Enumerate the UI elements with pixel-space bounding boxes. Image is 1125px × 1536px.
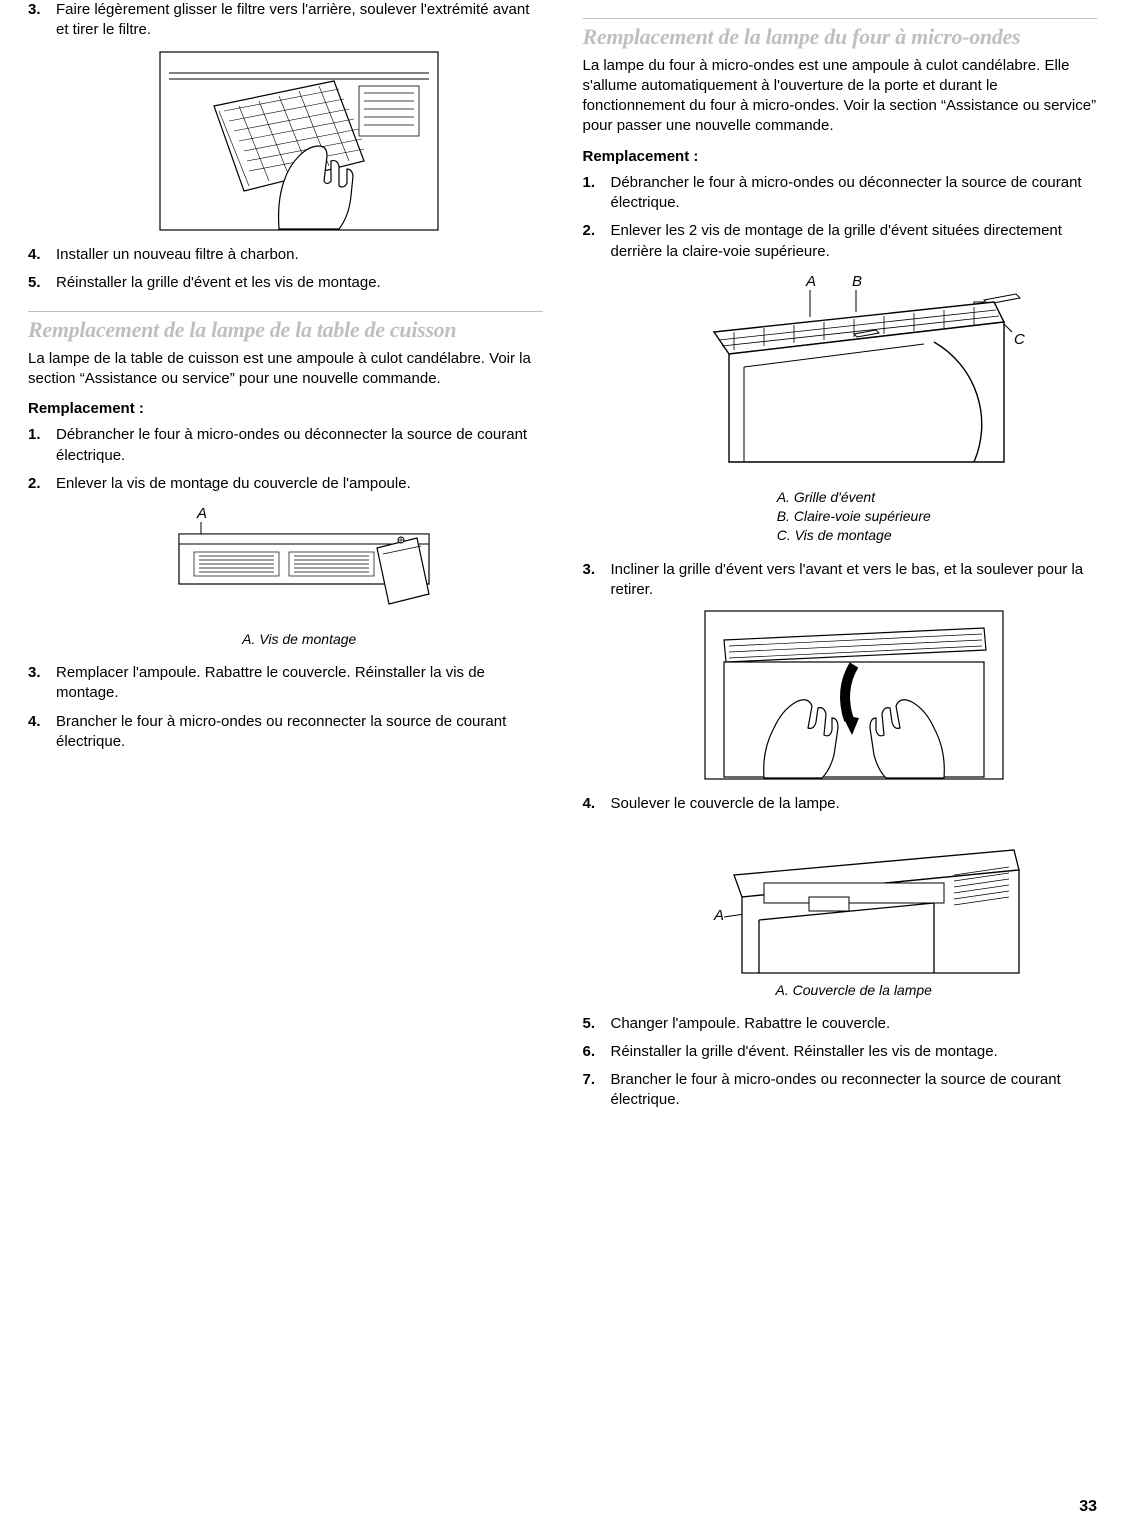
intro-text: La lampe de la table de cuisson est une … [28,349,543,390]
step-text: Débrancher le four à micro-ondes ou déco… [611,174,1082,211]
step-2: Enlever la vis de montage du couvercle d… [28,474,543,649]
step-text: Enlever les 2 vis de montage de la grill… [611,222,1062,259]
step-text: Installer un nouveau filtre à charbon. [56,246,299,263]
step-5: Réinstaller la grille d'évent et les vis… [28,273,543,293]
subhead: Remplacement : [583,147,1098,167]
step-text: Incliner la grille d'évent vers l'avant … [611,561,1084,598]
page-number: 33 [1079,1496,1097,1518]
intro-text: La lampe du four à micro-ondes est une a… [583,56,1098,137]
figure-caption-block: A. Grille d'évent B. Claire-voie supérie… [777,488,931,545]
caption-c: C. Vis de montage [777,526,931,545]
step-3: Incliner la grille d'évent vers l'avant … [583,560,1098,781]
vent-grille-figure: A B C [611,272,1098,546]
figure-caption: A. Vis de montage [56,630,543,649]
step-text: Faire légèrement glisser le filtre vers … [56,1,529,38]
step-text: Débrancher le four à micro-ondes ou déco… [56,426,527,463]
step-text: Enlever la vis de montage du couvercle d… [56,475,411,492]
step-5: Changer l'ampoule. Rabattre le couvercle… [583,1014,1098,1034]
step-6: Réinstaller la grille d'évent. Réinstall… [583,1042,1098,1062]
svg-text:A: A [713,907,724,924]
right-column: Remplacement de la lampe du four à micro… [583,0,1098,1119]
oven-lamp-steps: Débrancher le four à micro-ondes ou déco… [583,173,1098,1111]
lamp-cover-figure: A [611,825,1098,1000]
step-4: Soulever le couvercle de la lampe. A [583,794,1098,999]
step-text: Brancher le four à micro-ondes ou reconn… [611,1071,1061,1108]
left-column: Faire légèrement glisser le filtre vers … [28,0,543,1119]
filter-figure [56,51,543,231]
caption-a: A. Grille d'évent [777,488,931,507]
step-text: Brancher le four à micro-ondes ou reconn… [56,713,506,750]
step-7: Brancher le four à micro-ondes ou reconn… [583,1070,1098,1111]
step-1: Débrancher le four à micro-ondes ou déco… [28,425,543,466]
step-text: Réinstaller la grille d'évent et les vis… [56,274,381,291]
svg-text:A: A [805,273,816,290]
svg-text:B: B [852,273,862,290]
step-2: Enlever les 2 vis de montage de la grill… [583,221,1098,546]
step-3: Faire légèrement glisser le filtre vers … [28,0,543,231]
figure-caption: A. Couvercle de la lampe [611,981,1098,1000]
caption-b: B. Claire-voie supérieure [777,507,931,526]
svg-text:C: C [1014,331,1025,348]
step-3: Remplacer l'ampoule. Rabattre le couverc… [28,663,543,704]
step-text: Réinstaller la grille d'évent. Réinstall… [611,1043,998,1060]
step-text: Changer l'ampoule. Rabattre le couvercle… [611,1015,891,1032]
section-title-oven-lamp: Remplacement de la lampe du four à micro… [583,18,1098,52]
step-1: Débrancher le four à micro-ondes ou déco… [583,173,1098,214]
step-4: Installer un nouveau filtre à charbon. [28,245,543,265]
section-title-cooktop-lamp: Remplacement de la lampe de la table de … [28,311,543,345]
cooktop-lamp-steps: Débrancher le four à micro-ondes ou déco… [28,425,543,752]
subhead: Remplacement : [28,399,543,419]
step-text: Soulever le couvercle de la lampe. [611,795,840,812]
label-a: A [196,505,207,522]
cooktop-lamp-figure: A [56,504,543,649]
filter-steps-cont: Faire légèrement glisser le filtre vers … [28,0,543,293]
tilt-grille-figure [611,610,1098,780]
step-4: Brancher le four à micro-ondes ou reconn… [28,712,543,753]
step-text: Remplacer l'ampoule. Rabattre le couverc… [56,664,485,701]
